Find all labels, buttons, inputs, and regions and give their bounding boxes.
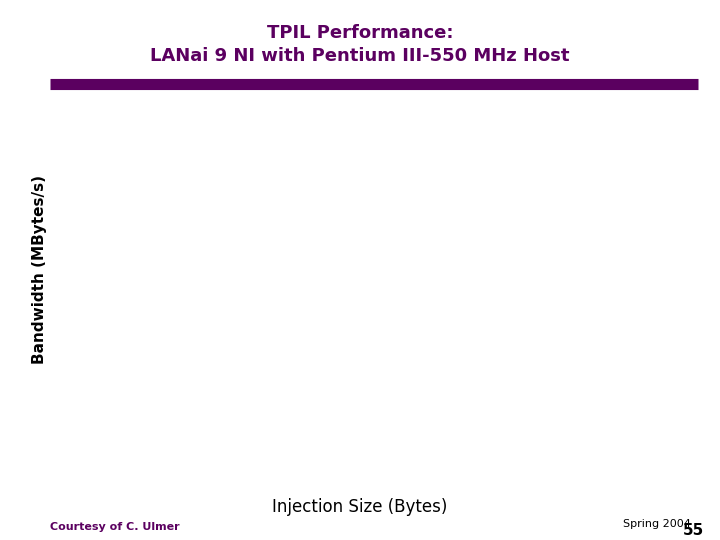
Text: Courtesy of C. Ulmer: Courtesy of C. Ulmer — [50, 522, 180, 531]
Text: Bandwidth (MBytes/s): Bandwidth (MBytes/s) — [32, 176, 47, 364]
Text: Spring 2004: Spring 2004 — [623, 519, 690, 529]
Text: Injection Size (Bytes): Injection Size (Bytes) — [272, 497, 448, 516]
Text: 55: 55 — [683, 523, 704, 538]
Text: TPIL Performance:
LANai 9 NI with Pentium III-550 MHz Host: TPIL Performance: LANai 9 NI with Pentiu… — [150, 24, 570, 64]
